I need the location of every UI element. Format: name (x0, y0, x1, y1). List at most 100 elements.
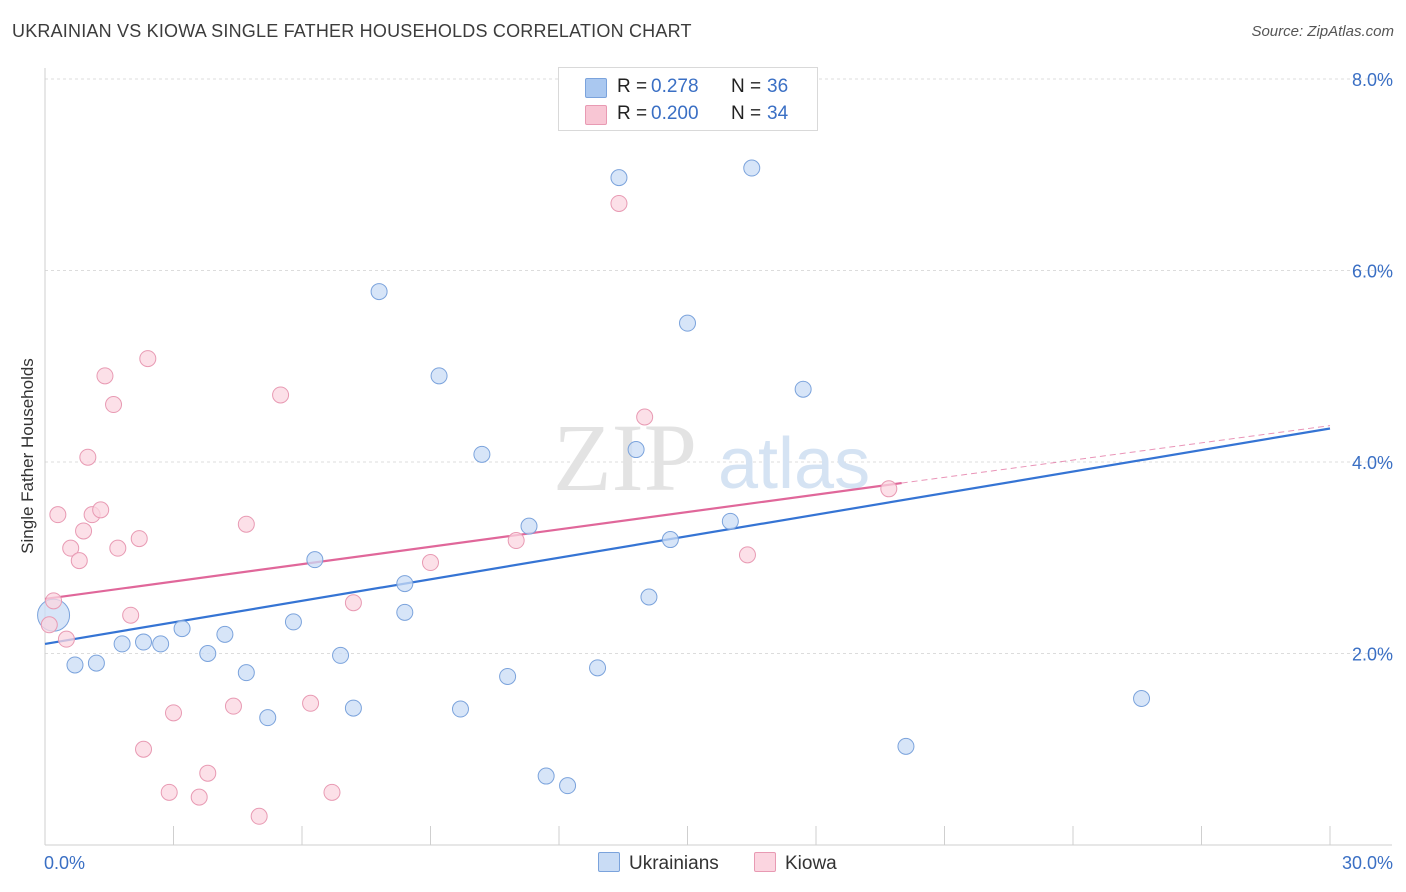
point-kiowa (92, 501, 110, 519)
scatter-points (37, 159, 1151, 825)
legend-label: Kiowa (785, 853, 837, 874)
point-ukrainians (743, 159, 761, 177)
point-ukrainians (173, 620, 191, 638)
point-ukrainians (520, 517, 538, 535)
r-value: 0.278 (651, 76, 699, 97)
n-label: N = (731, 76, 762, 97)
point-kiowa (57, 630, 75, 648)
point-ukrainians (87, 654, 105, 672)
legend-swatch-kiowa (754, 852, 776, 872)
point-ukrainians (259, 709, 277, 727)
point-ukrainians (237, 664, 255, 682)
gridlines (45, 78, 1392, 654)
point-ukrainians (897, 737, 915, 755)
point-kiowa (105, 396, 123, 414)
point-ukrainians (589, 659, 607, 677)
point-ukrainians (451, 700, 469, 718)
point-ukrainians (135, 633, 153, 651)
r-label: R = (617, 76, 648, 97)
point-kiowa (224, 697, 242, 715)
n-label: N = (731, 103, 762, 124)
point-ukrainians (679, 314, 696, 332)
r-label: R = (617, 103, 648, 124)
point-ukrainians (610, 169, 628, 187)
point-kiowa (636, 408, 654, 426)
point-ukrainians (537, 767, 555, 785)
watermark-atlas: atlas (718, 424, 870, 504)
point-kiowa (880, 480, 898, 498)
point-ukrainians (396, 603, 414, 621)
point-kiowa (45, 592, 63, 610)
trend-line-ext-kiowa (901, 425, 1331, 484)
legend-item-ukrainians[interactable]: Ukrainians (598, 852, 719, 875)
trend-line-ukrainians (44, 427, 1331, 646)
point-kiowa (139, 350, 157, 368)
source-label: Source: ZipAtlas.com (1251, 23, 1394, 40)
point-kiowa (190, 788, 208, 806)
point-kiowa (79, 448, 97, 466)
point-ukrainians (199, 645, 217, 662)
n-value: 34 (767, 103, 789, 124)
y-tick-label: 6.0% (1352, 262, 1393, 282)
point-kiowa (199, 764, 217, 782)
point-kiowa (109, 539, 127, 557)
point-ukrainians (284, 613, 302, 631)
legend-stats: R = 0.278 N = 36 R = 0.200 N = 34 (558, 67, 818, 131)
x-tick-label: 0.0% (44, 853, 85, 873)
point-ukrainians (473, 445, 491, 463)
point-ukrainians (627, 441, 645, 459)
point-ukrainians (559, 777, 577, 795)
point-ukrainians (370, 283, 388, 301)
watermark: ZIP atlas (553, 404, 870, 511)
point-kiowa (135, 740, 153, 758)
y-axis-label: Single Father Households (18, 358, 37, 554)
point-ukrainians (794, 380, 812, 398)
watermark-zip: ZIP (553, 404, 697, 511)
point-ukrainians (661, 531, 679, 549)
legend-swatch-ukrainians (585, 78, 607, 98)
point-kiowa (272, 386, 290, 404)
trend-lines (44, 425, 1331, 646)
point-kiowa (302, 694, 320, 712)
chart-title: UKRAINIAN VS KIOWA SINGLE FATHER HOUSEHO… (12, 21, 692, 41)
point-kiowa (62, 539, 80, 557)
point-kiowa (237, 515, 255, 533)
point-ukrainians (216, 625, 234, 643)
trend-line-kiowa (44, 481, 902, 601)
r-value: 0.200 (651, 103, 699, 124)
point-kiowa (250, 807, 268, 825)
point-kiowa (610, 194, 628, 212)
point-kiowa (422, 554, 439, 572)
point-ukrainians (499, 667, 517, 685)
point-kiowa (122, 606, 140, 624)
point-kiowa (70, 552, 88, 570)
point-kiowa (40, 616, 58, 634)
tick-labels: 2.0% 4.0% 6.0% 8.0% 0.0% 30.0% (44, 70, 1393, 873)
point-ukrainians (344, 699, 362, 717)
point-kiowa (323, 783, 341, 801)
legend-swatch-ukrainians (598, 852, 620, 872)
point-ukrainians (1133, 690, 1151, 708)
point-ukrainians (152, 635, 170, 653)
point-kiowa (507, 532, 525, 550)
point-ukrainians (66, 656, 84, 674)
y-tick-label: 2.0% (1352, 645, 1393, 665)
point-ukrainians (306, 551, 324, 569)
point-kiowa (130, 530, 148, 548)
point-kiowa (344, 594, 362, 612)
x-tick-label: 30.0% (1342, 853, 1393, 873)
point-ukrainians (640, 588, 658, 606)
legend-swatch-kiowa (585, 105, 607, 125)
y-tick-label: 8.0% (1352, 70, 1393, 90)
legend-item-kiowa[interactable]: Kiowa (754, 852, 837, 875)
point-kiowa (165, 704, 182, 722)
point-kiowa (160, 783, 178, 801)
point-ukrainians (113, 635, 131, 653)
point-ukrainians (721, 512, 739, 530)
y-tick-label: 4.0% (1352, 453, 1393, 473)
point-ukrainians (396, 575, 414, 593)
axes (44, 68, 1392, 846)
point-ukrainians (430, 367, 448, 385)
legend-series: Ukrainians Kiowa (0, 852, 1406, 878)
